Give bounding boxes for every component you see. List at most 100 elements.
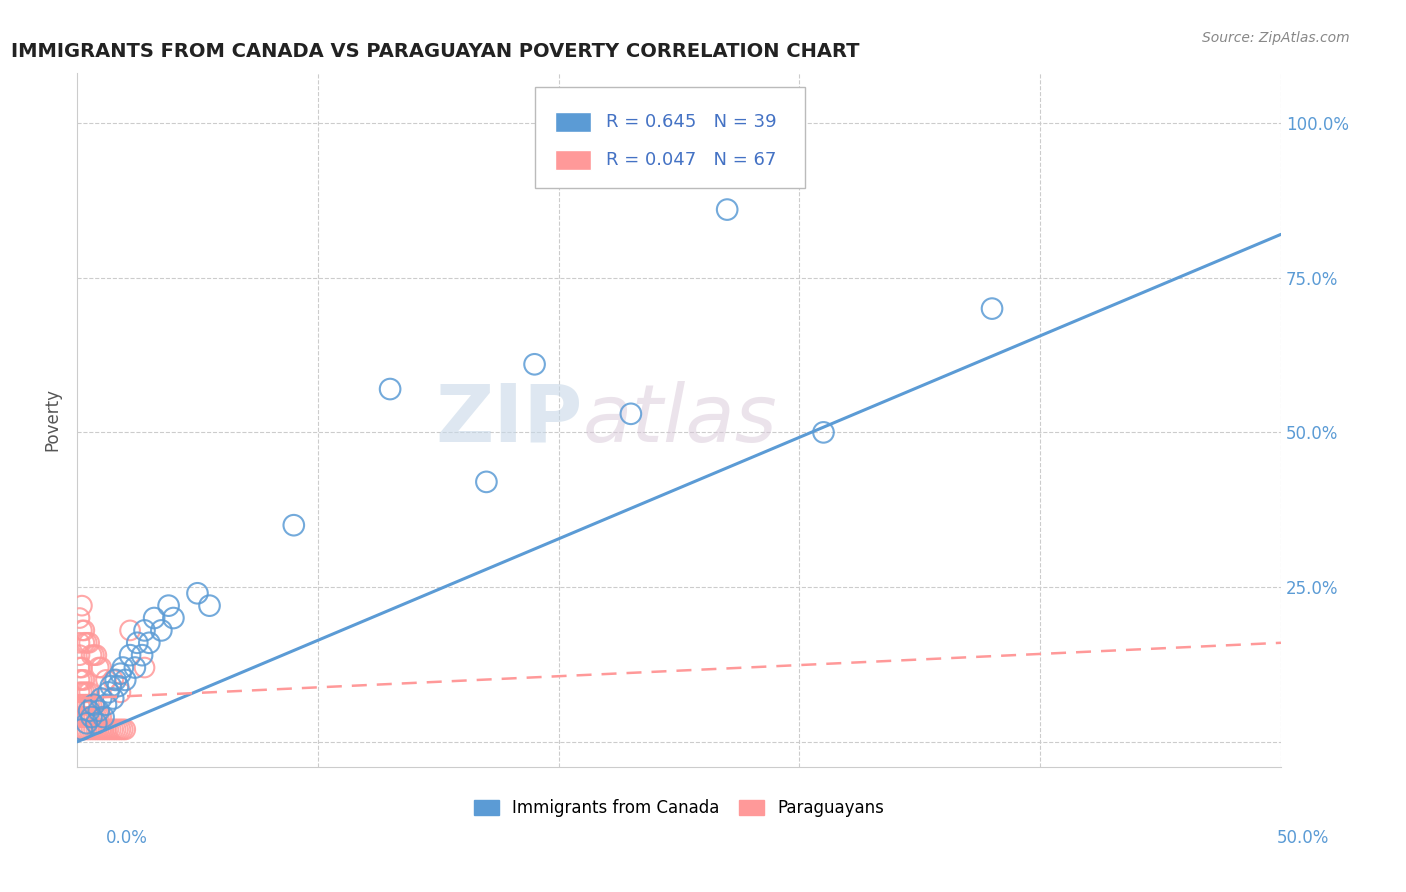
Point (134, 624, 156, 638)
Y-axis label: Poverty: Poverty (44, 389, 60, 451)
Point (104, 723, 127, 737)
Point (69, 723, 91, 737)
Point (103, 691, 125, 706)
Point (100, 723, 122, 737)
Point (104, 673, 127, 687)
Point (120, 624, 142, 638)
Point (475, 475, 498, 489)
Text: 50.0%: 50.0% (1277, 829, 1329, 847)
Point (83, 648, 105, 662)
Point (76, 685, 98, 699)
Point (77, 723, 100, 737)
Point (73, 698, 96, 712)
Bar (555, 112, 591, 132)
Point (87, 660, 110, 674)
Point (73, 685, 96, 699)
Point (93, 710, 115, 724)
Point (111, 660, 134, 674)
Point (83, 723, 105, 737)
Point (73, 710, 96, 724)
Point (97, 723, 120, 737)
Text: 0.0%: 0.0% (105, 829, 148, 847)
Point (150, 624, 173, 638)
Point (162, 611, 184, 625)
Point (70, 723, 93, 737)
Point (103, 673, 125, 687)
Point (283, 518, 305, 533)
Point (668, 135, 690, 149)
Point (69, 611, 91, 625)
Point (620, 407, 643, 421)
Point (69, 636, 91, 650)
Point (110, 666, 132, 681)
Point (69, 685, 91, 699)
Point (83, 698, 105, 712)
Point (111, 723, 134, 737)
Point (157, 599, 180, 613)
Point (70, 624, 93, 638)
Point (76, 723, 98, 737)
Point (100, 679, 122, 693)
Text: R = 0.645   N = 39: R = 0.645 N = 39 (606, 113, 776, 131)
Point (107, 723, 129, 737)
Point (70, 685, 93, 699)
Point (143, 611, 166, 625)
Point (77, 685, 100, 699)
Point (70, 673, 93, 687)
Point (120, 648, 142, 662)
Point (86, 723, 108, 737)
Point (90, 691, 112, 706)
Point (80, 710, 103, 724)
Point (93, 723, 115, 737)
Point (86, 716, 108, 731)
Text: ZIP: ZIP (436, 381, 582, 459)
Point (76, 636, 98, 650)
Point (83, 698, 105, 712)
Point (124, 660, 146, 674)
Point (77, 636, 100, 650)
Text: Source: ZipAtlas.com: Source: ZipAtlas.com (1202, 31, 1350, 45)
Point (70, 723, 93, 737)
Point (114, 673, 136, 687)
Point (981, 301, 1004, 316)
Point (76, 716, 98, 731)
Point (198, 599, 221, 613)
Text: atlas: atlas (582, 381, 778, 459)
Text: IMMIGRANTS FROM CANADA VS PARAGUAYAN POVERTY CORRELATION CHART: IMMIGRANTS FROM CANADA VS PARAGUAYAN POV… (11, 42, 859, 61)
Text: R = 0.047   N = 67: R = 0.047 N = 67 (606, 151, 776, 169)
Point (70, 660, 93, 674)
Point (131, 648, 153, 662)
Legend: Immigrants from Canada, Paraguayans: Immigrants from Canada, Paraguayans (467, 793, 891, 824)
Point (70, 710, 93, 724)
Point (69, 710, 91, 724)
Point (69, 698, 91, 712)
Point (87, 710, 110, 724)
Bar (555, 150, 591, 170)
Point (94, 698, 117, 712)
Point (70, 599, 93, 613)
Point (83, 710, 105, 724)
Point (90, 660, 112, 674)
Point (80, 698, 103, 712)
Point (73, 624, 96, 638)
Point (77, 710, 100, 724)
Point (86, 648, 108, 662)
Point (77, 698, 100, 712)
Point (103, 723, 125, 737)
Point (69, 648, 91, 662)
Point (378, 382, 401, 396)
Point (69, 660, 91, 674)
Point (80, 710, 103, 724)
Point (76, 698, 98, 712)
Point (69, 673, 91, 687)
Point (138, 636, 160, 650)
Point (716, 202, 738, 217)
Point (73, 723, 96, 737)
Point (77, 704, 100, 718)
Point (134, 660, 156, 674)
Point (76, 710, 98, 724)
Point (87, 723, 110, 737)
Point (87, 704, 110, 718)
Point (523, 357, 546, 371)
Point (86, 710, 108, 724)
